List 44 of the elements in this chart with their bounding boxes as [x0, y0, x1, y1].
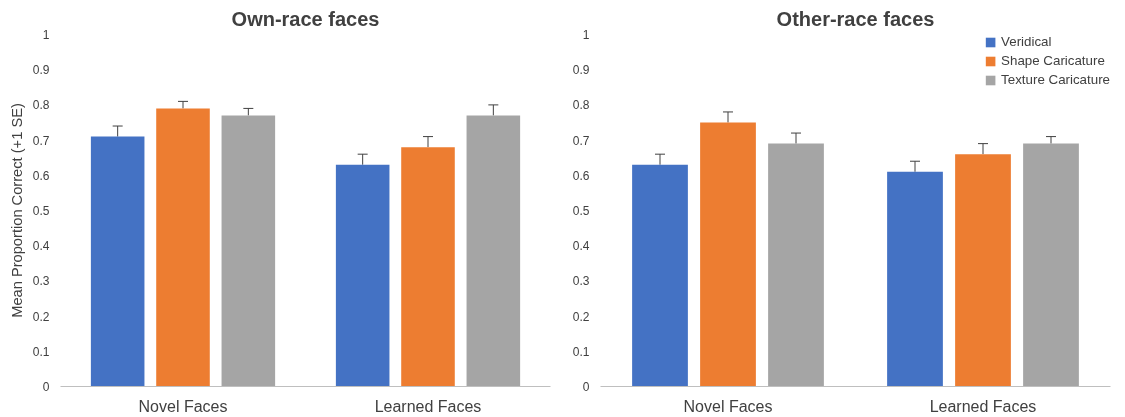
bar — [700, 122, 756, 387]
y-tick-label: 0.4 — [572, 239, 590, 254]
bar — [632, 164, 688, 387]
bar — [887, 171, 943, 387]
y-tick-label: 0.1 — [572, 344, 590, 359]
bar — [768, 143, 824, 387]
x-tick-label: Learned Faces — [929, 397, 1037, 415]
x-tick-label: Learned Faces — [374, 397, 482, 415]
x-tick-label: Novel Faces — [683, 397, 773, 415]
y-tick-label: 0.9 — [572, 63, 590, 78]
y-tick-label: 0.8 — [572, 98, 590, 113]
y-tick-label: 0.5 — [32, 204, 50, 218]
y-tick-label: 0 — [42, 380, 50, 394]
bar — [1023, 143, 1079, 387]
y-tick-label: 0.4 — [32, 239, 50, 254]
bar — [156, 108, 210, 387]
chart-title: Other-race faces — [776, 7, 935, 30]
y-tick-label: 0.6 — [572, 168, 590, 183]
y-tick-label: 0.7 — [572, 133, 590, 148]
y-tick-label: 0.9 — [32, 63, 50, 78]
bar — [335, 164, 390, 387]
legend-label: Veridical — [1001, 34, 1052, 49]
y-tick-label: 0.2 — [32, 309, 50, 324]
y-tick-label: 0.1 — [32, 344, 50, 359]
y-tick-label: 0.7 — [32, 133, 50, 148]
chart-title: Own-race faces — [231, 7, 380, 30]
y-tick-label: 1 — [42, 28, 50, 42]
legend-label: Texture Caricature — [1001, 72, 1110, 87]
x-tick-label: Novel Faces — [138, 397, 228, 415]
y-tick-label: 0 — [582, 380, 590, 394]
y-tick-label: 0.8 — [32, 98, 50, 113]
legend-label: Shape Caricature — [1001, 53, 1105, 68]
y-tick-label: 0.6 — [32, 168, 50, 183]
bar — [221, 115, 276, 387]
y-tick-label: 0.5 — [572, 204, 590, 218]
y-tick-label: 0.2 — [572, 309, 590, 324]
y-axis-title: Mean Proportion Correct (+1 SE) — [8, 103, 25, 318]
y-tick-label: 0.3 — [572, 274, 590, 289]
bar — [90, 136, 145, 387]
bar — [955, 154, 1011, 387]
bar — [466, 115, 521, 387]
bar — [401, 147, 455, 387]
y-tick-label: 1 — [582, 28, 590, 42]
y-tick-label: 0.3 — [32, 274, 50, 289]
